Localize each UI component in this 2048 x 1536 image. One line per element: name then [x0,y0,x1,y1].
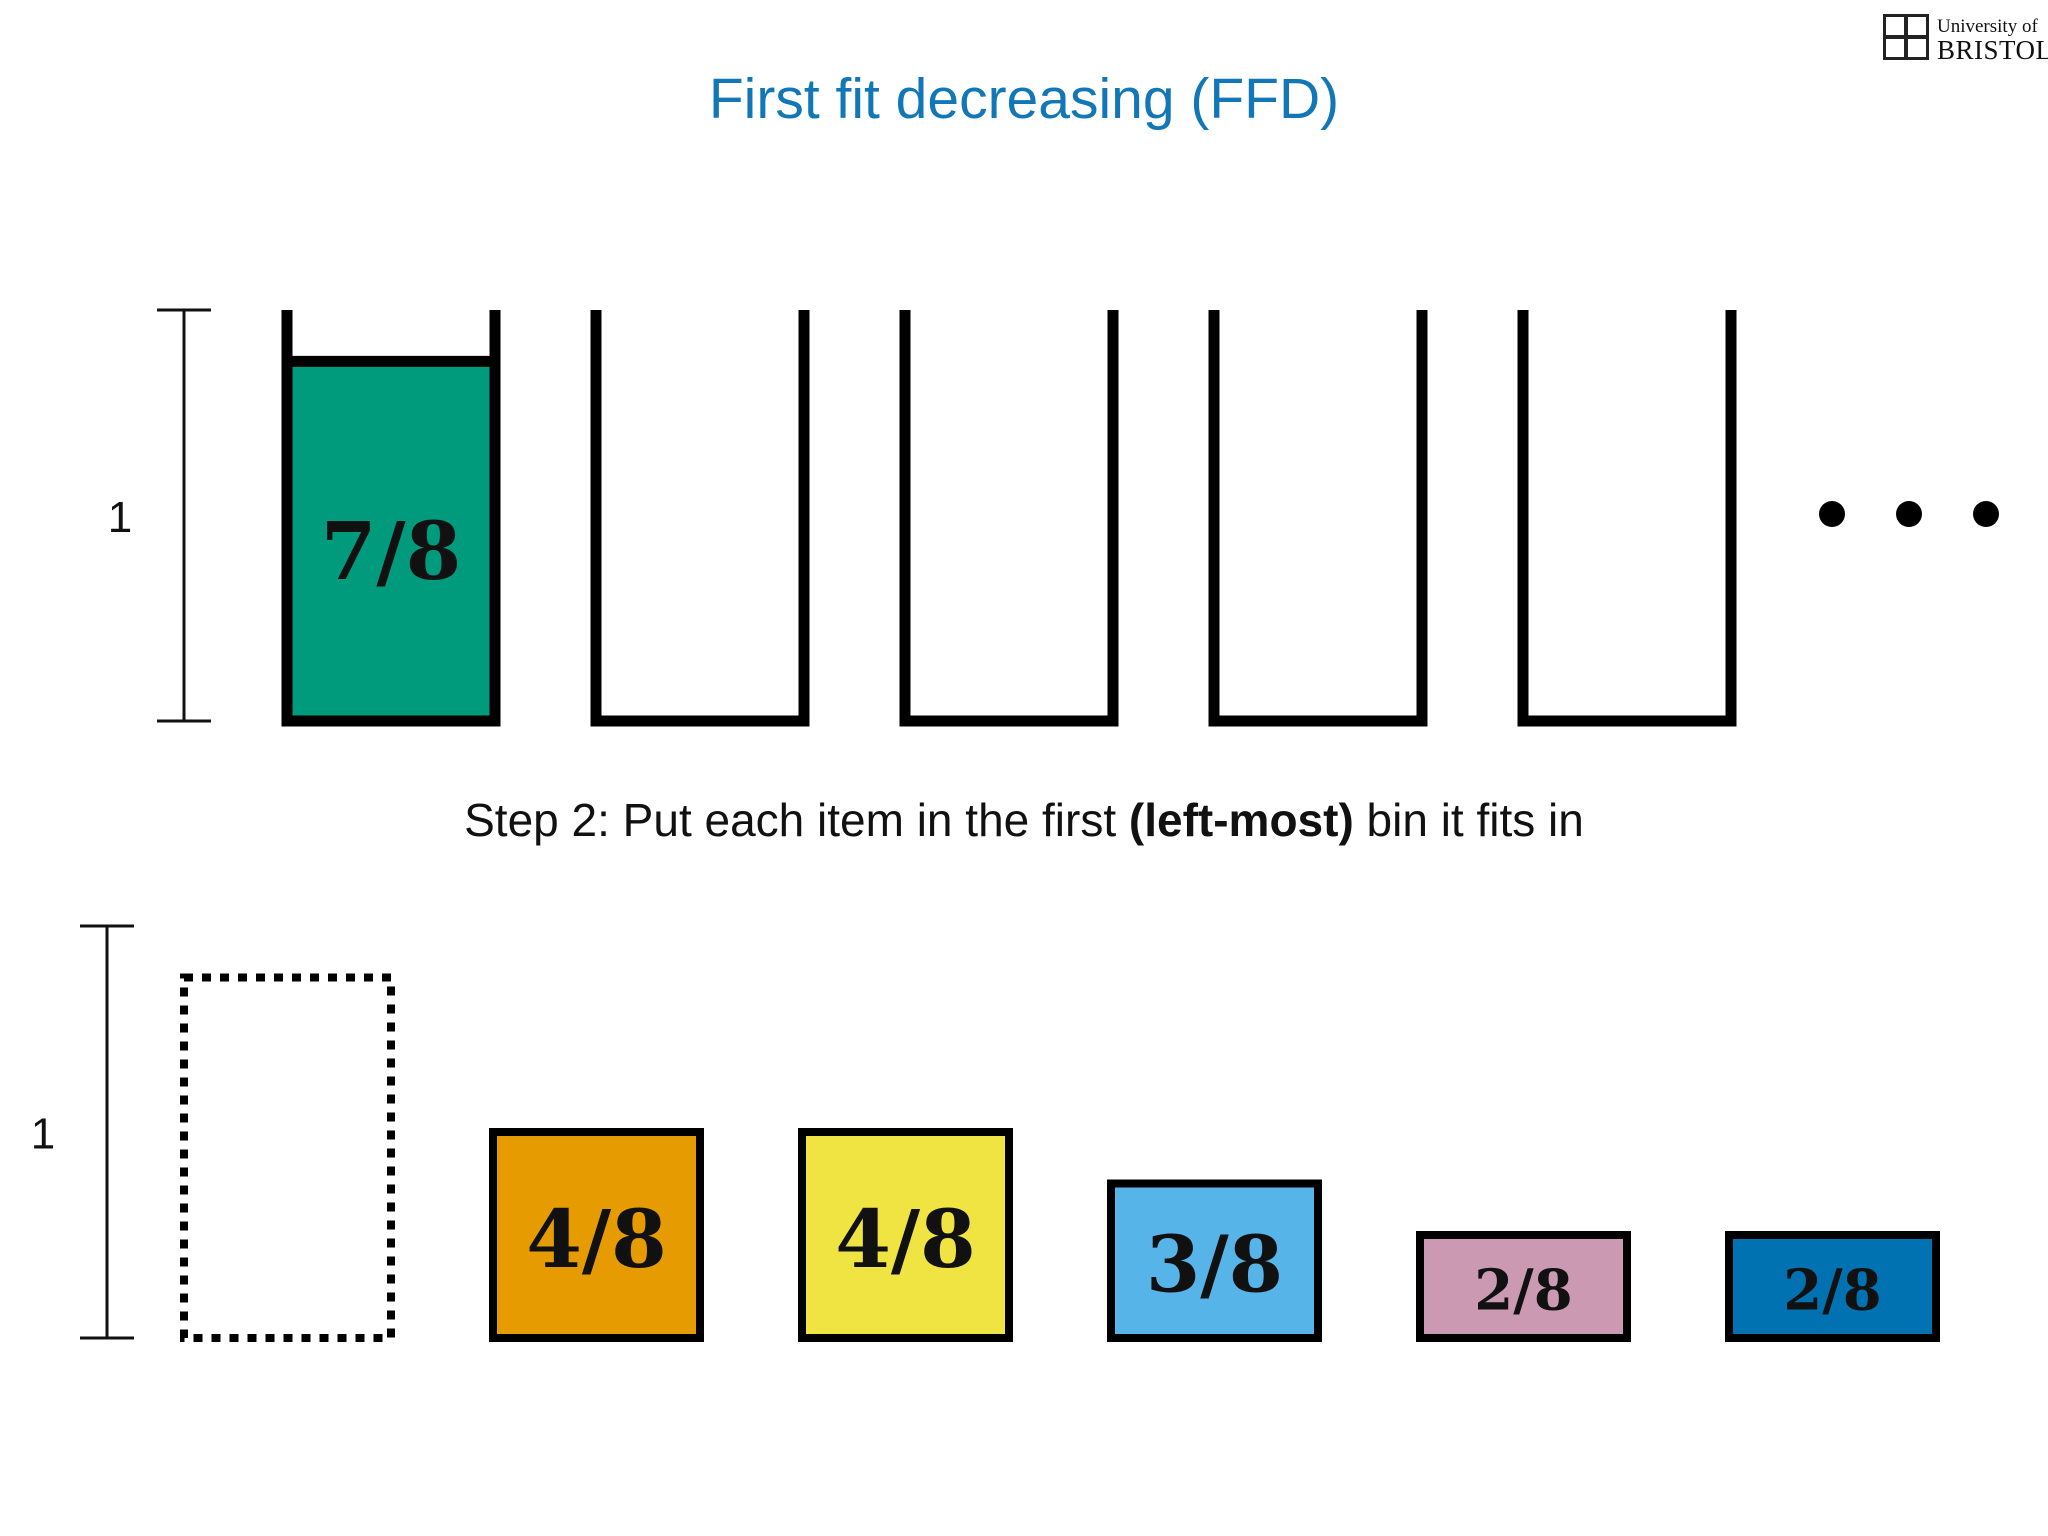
item-block [1107,1179,1322,1342]
university-crest-icon [1883,14,1929,60]
scale-bar-label: 1 [108,493,132,542]
bin-outline [899,310,1119,727]
slide-title: First fit decreasing (FFD) [708,67,1340,131]
item-label: 4/8 [526,1192,667,1286]
item-label: 2/8 [1474,1258,1572,1324]
bin-1: 7/8 [281,310,501,727]
item-block [1725,1231,1940,1342]
caption-text-end: bin it fits in [1353,794,1584,846]
caption-text-emphasis: (left-most) [1128,794,1354,846]
caption-text-start: Step 2: Put each item in the first [464,794,1129,846]
bin-5 [1517,310,1737,727]
bin-item-label: 7/8 [321,504,462,598]
item-5: 2/8 [1725,1231,1940,1342]
item-label: 2/8 [1783,1258,1881,1324]
items-row: 1 4/8 4/8 3/8 2/8 2/8 [31,924,1940,1342]
ellipsis-dot-2 [1896,501,1922,527]
bin-4 [1208,310,1428,727]
ellipsis-dot-1 [1819,501,1845,527]
item-3: 3/8 [1107,1179,1322,1342]
step-caption: Step 2: Put each item in the first (left… [0,793,2048,847]
bins-capacity-scale: 1 [108,308,211,723]
logo-line-2: BRISTOL [1937,35,2048,65]
bin-3 [899,310,1119,727]
item-block [798,1128,1013,1342]
bin-outline [590,310,810,727]
item-label: 4/8 [835,1192,976,1286]
bin-2 [590,310,810,727]
scale-bar-label: 1 [31,1110,55,1159]
university-logo: University of BRISTOL [1883,14,2048,65]
logo-line-1: University of [1937,16,2038,37]
more-bins-ellipsis [1819,501,1999,527]
item-4: 2/8 [1416,1231,1631,1342]
bin-outline [281,310,501,727]
bin-outline [1208,310,1428,727]
placed-item-placeholder [180,973,395,1342]
bin-outline [1517,310,1737,727]
item-1: 4/8 [489,1128,704,1342]
bins-row: 1 7/8 [108,308,1999,727]
item-2: 4/8 [798,1128,1013,1342]
item-label: 3/8 [1146,1219,1283,1310]
item-block [1416,1231,1631,1342]
items-capacity-scale: 1 [31,924,134,1340]
item-block [489,1128,704,1342]
ellipsis-dot-3 [1973,501,1999,527]
